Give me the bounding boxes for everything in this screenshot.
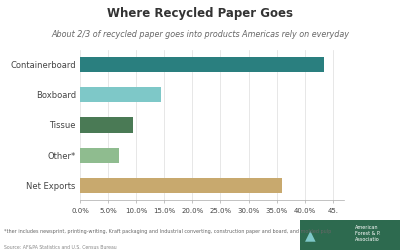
Bar — [80, 148, 119, 163]
Text: American
Forest & P.
Associatio: American Forest & P. Associatio — [355, 225, 380, 242]
Text: About 2/3 of recycled paper goes into products Americas rely on everyday: About 2/3 of recycled paper goes into pr… — [51, 30, 349, 39]
Bar — [80, 118, 133, 132]
Bar — [80, 178, 282, 193]
Bar — [80, 57, 324, 72]
Text: ▲: ▲ — [305, 228, 315, 242]
Text: Source: AF&PA Statistics and U.S. Census Bureau: Source: AF&PA Statistics and U.S. Census… — [4, 245, 117, 250]
Text: Where Recycled Paper Goes: Where Recycled Paper Goes — [107, 8, 293, 20]
Text: *ther includes newsprint, printing-writing, Kraft packaging and Industrial conve: *ther includes newsprint, printing-writi… — [4, 229, 331, 234]
Bar — [80, 87, 162, 102]
